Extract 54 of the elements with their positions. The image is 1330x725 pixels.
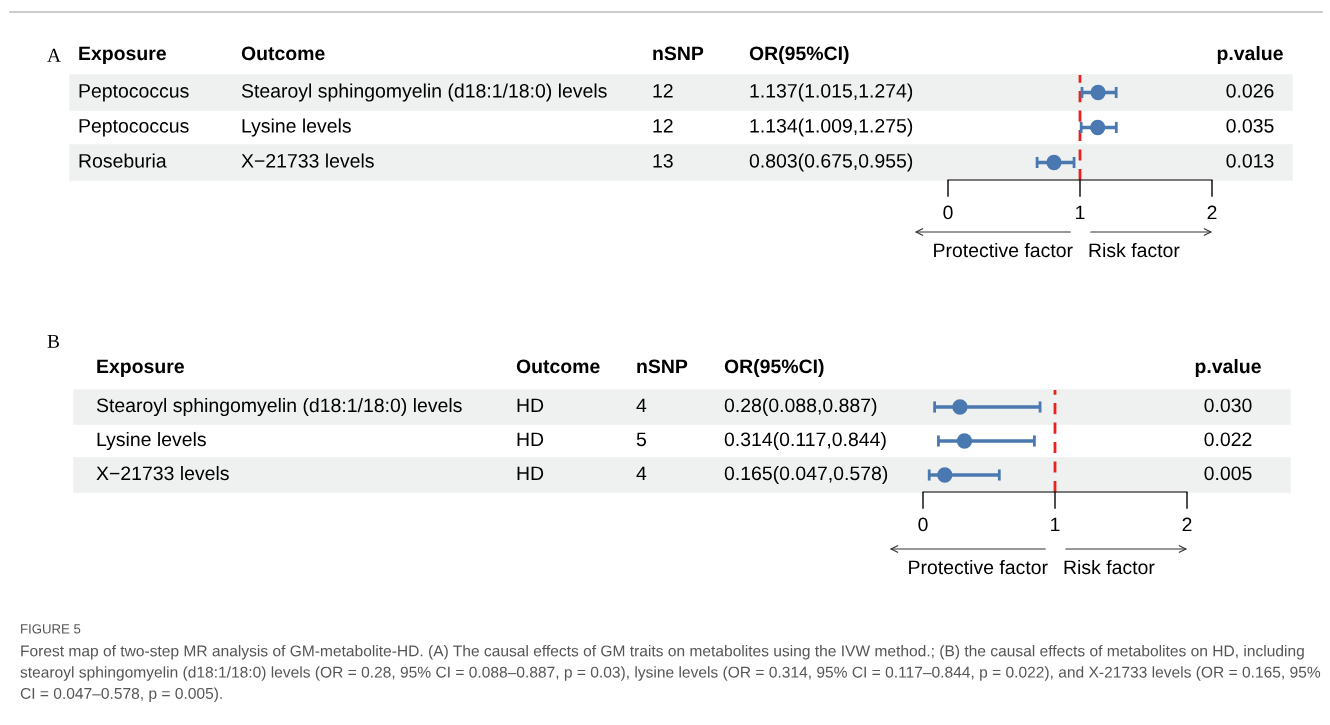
- text: HD: [517, 466, 544, 481]
- x-tick-label: 2: [1207, 205, 1217, 220]
- text: 0.030: [1204, 398, 1252, 413]
- text: Stearoyl sphingomyelin (d18:1/18:0) levels: [241, 83, 607, 102]
- category-label: Stearoyl sphingomyelin (d18:1/18:0) levels: [96, 397, 462, 417]
- text: 13: [653, 153, 673, 168]
- text: 12: [653, 118, 673, 133]
- text: HD: [517, 398, 544, 413]
- text: 1.137(1.015,1.274): [750, 83, 913, 102]
- text: 0.005: [1204, 466, 1252, 481]
- text: p.value: [1195, 358, 1261, 378]
- category-label: Peptococcus: [79, 119, 189, 137]
- text: B: [47, 334, 60, 348]
- text: 0.314(0.117,0.844): [724, 431, 886, 451]
- text: A: [47, 48, 61, 62]
- text: 0.035: [1226, 118, 1274, 133]
- x-tick-label: 1: [1051, 517, 1060, 532]
- text: Outcome: [516, 359, 600, 374]
- text: Risk factor: [1089, 242, 1180, 258]
- text: Exposure: [79, 46, 166, 65]
- text: Protective factor: [934, 242, 1073, 258]
- text: OR(95%CI): [724, 358, 824, 378]
- text: 0.165(0.047,0.578): [724, 465, 888, 485]
- category-label: X−21733 levels: [96, 465, 229, 481]
- text: Risk factor: [1064, 559, 1155, 575]
- text: 0.013: [1226, 153, 1274, 168]
- x-tick-label: 1: [1076, 205, 1085, 220]
- text: 0.803(0.675,0.955): [749, 153, 913, 172]
- text: 4: [636, 466, 647, 481]
- category-label: Peptococcus: [79, 84, 189, 102]
- text: p.value: [1217, 45, 1283, 65]
- text: Exposure: [97, 359, 184, 378]
- x-tick-label: 0: [943, 205, 953, 220]
- category-label: Roseburia: [79, 153, 167, 168]
- text: Outcome: [241, 46, 325, 61]
- text: OR(95%CI): [749, 45, 849, 65]
- x-tick-label: 0: [918, 517, 928, 532]
- text: Forest map of two-step MR analysis of GM-metabolite-HD. (A) The causal effects of GM traits on metabolites using the IVW method.; (B) the causal effects of metabolites on HD, including stearoyl sphingomyelin (d18:1/18:0) levels (OR = 0.28, 95% CI = 0.088–0.887, p = 0.03), lysine levels (OR = 0.314, 95% CI = 0.117–0.844, p = 0.022), and X-21733 levels (OR = 0.165, 95% CI = 0.047–0.578, p = 0.005).: [20, 645, 1321, 703]
- text: HD: [517, 432, 544, 447]
- text: 0.026: [1226, 83, 1274, 98]
- text: X−21733 levels: [241, 153, 374, 168]
- text: 0.28(0.088,0.887): [724, 397, 877, 417]
- text: 4: [636, 398, 647, 413]
- caption: FIGURE 5: [21, 624, 81, 634]
- text: Lysine levels: [242, 118, 351, 137]
- text: nSNP: [637, 359, 688, 374]
- category-label: Lysine levels: [97, 431, 206, 451]
- text: 1.134(1.009,1.275): [750, 118, 913, 137]
- text: Protective factor: [909, 559, 1048, 575]
- text: nSNP: [653, 46, 704, 61]
- x-tick-label: 2: [1182, 517, 1192, 532]
- text: 12: [653, 83, 673, 98]
- text: 0.022: [1204, 432, 1252, 447]
- text: 5: [636, 432, 646, 447]
